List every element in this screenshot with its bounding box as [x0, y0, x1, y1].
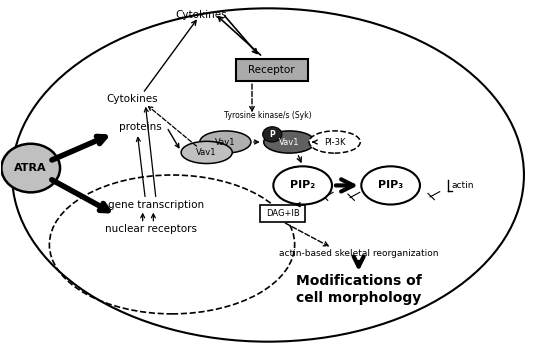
FancyBboxPatch shape: [236, 59, 308, 81]
Text: gene transcription: gene transcription: [108, 199, 204, 210]
Text: Receptor: Receptor: [248, 65, 295, 75]
Ellipse shape: [273, 166, 332, 204]
Ellipse shape: [264, 131, 315, 153]
Text: proteins: proteins: [118, 122, 161, 132]
Text: Modifications of
cell morphology: Modifications of cell morphology: [296, 274, 421, 305]
Text: P: P: [270, 130, 275, 139]
Text: Tyrosine kinase/s (Syk): Tyrosine kinase/s (Syk): [224, 111, 312, 120]
Text: Vav1: Vav1: [196, 148, 217, 157]
Ellipse shape: [263, 127, 282, 142]
Text: Vav1: Vav1: [215, 138, 236, 147]
Ellipse shape: [2, 144, 60, 193]
Text: Vav1: Vav1: [279, 138, 300, 147]
Ellipse shape: [361, 166, 420, 204]
Ellipse shape: [181, 141, 232, 163]
Text: Cytokines: Cytokines: [175, 10, 227, 20]
Text: ATRA: ATRA: [14, 163, 47, 173]
Text: PI-3K: PI-3K: [324, 138, 345, 147]
Text: actin-based skeletal reorganization: actin-based skeletal reorganization: [279, 248, 438, 258]
FancyBboxPatch shape: [260, 205, 306, 222]
Text: Cytokines: Cytokines: [106, 93, 158, 104]
Text: nuclear receptors: nuclear receptors: [105, 224, 197, 234]
Ellipse shape: [200, 131, 251, 153]
Text: actin: actin: [452, 181, 474, 190]
Text: PIP₂: PIP₂: [290, 180, 315, 190]
Text: PIP₃: PIP₃: [378, 180, 403, 190]
Ellipse shape: [309, 131, 360, 153]
Text: DAG+IB: DAG+IB: [266, 209, 300, 218]
